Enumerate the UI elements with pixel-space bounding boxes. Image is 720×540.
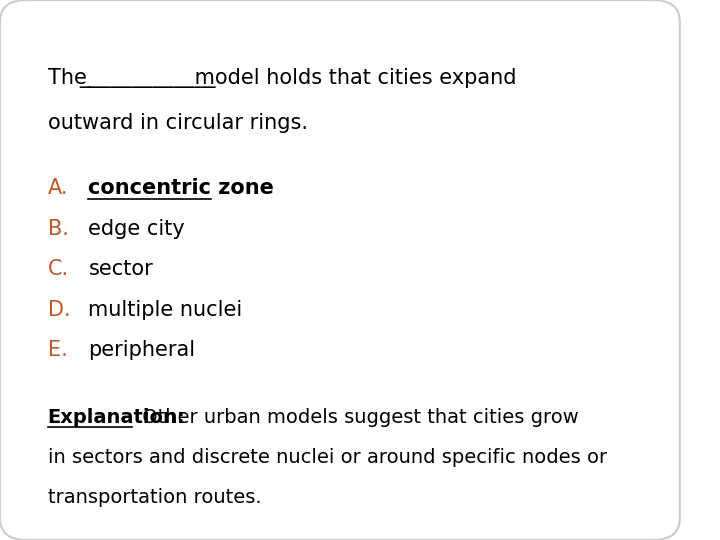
Text: E.: E. [48, 340, 68, 360]
Text: transportation routes.: transportation routes. [48, 488, 261, 507]
Text: concentric zone: concentric zone [89, 178, 274, 198]
Text: model holds that cities expand: model holds that cities expand [189, 68, 517, 87]
Text: Other urban models suggest that cities grow: Other urban models suggest that cities g… [136, 408, 579, 427]
Text: multiple nuclei: multiple nuclei [89, 300, 243, 320]
Text: _____________: _____________ [79, 68, 216, 87]
Text: in sectors and discrete nuclei or around specific nodes or: in sectors and discrete nuclei or around… [48, 448, 607, 467]
Text: A.: A. [48, 178, 68, 198]
Text: C.: C. [48, 259, 68, 279]
Text: D.: D. [48, 300, 71, 320]
Text: peripheral: peripheral [89, 340, 196, 360]
Text: B.: B. [48, 219, 68, 239]
Text: The: The [48, 68, 93, 87]
FancyBboxPatch shape [0, 0, 680, 540]
Text: outward in circular rings.: outward in circular rings. [48, 113, 307, 133]
Text: Explanation:: Explanation: [48, 408, 185, 427]
Text: sector: sector [89, 259, 153, 279]
Text: edge city: edge city [89, 219, 185, 239]
